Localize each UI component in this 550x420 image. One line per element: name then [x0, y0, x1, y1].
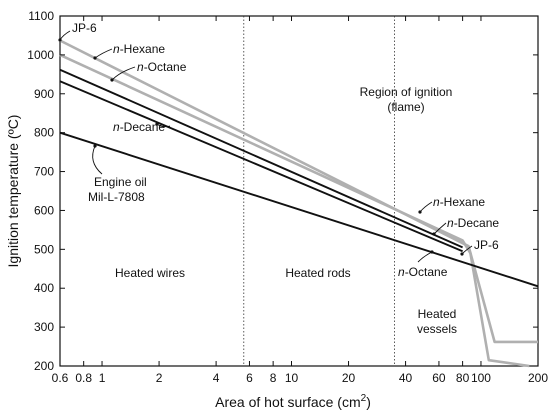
leader-jp6-head [58, 38, 62, 42]
x-tick-label: 0.6 [52, 371, 69, 385]
x-tick-label: 1 [99, 371, 106, 385]
leader-hexane-right-head [418, 210, 422, 214]
region-heated-rods: Heated rods [285, 266, 350, 280]
y-tick-label: 1100 [28, 9, 54, 23]
leader-octane-right [417, 251, 433, 263]
x-axis-title: Area of hot surface (cm2) [215, 393, 371, 410]
x-tick-label: 100 [471, 371, 491, 385]
label-hexane-right: n-Hexane [433, 195, 485, 209]
leader-hexane [94, 48, 113, 59]
y-tick-label: 200 [34, 359, 54, 373]
leader-decane-right-head [432, 232, 436, 236]
label-jp6-right: JP-6 [474, 238, 499, 252]
leader-engine-oil-head [93, 144, 97, 148]
series-line-jp-6 [59, 39, 538, 344]
series-line-n-decane [59, 80, 463, 253]
x-tick-label: 20 [342, 371, 356, 385]
leader-octane [111, 66, 136, 81]
label-decane-right: n-Decane [447, 216, 499, 230]
y-tick-label: 1000 [27, 48, 54, 62]
x-tick-label: 80 [456, 371, 470, 385]
leader-octane-right-head [430, 250, 434, 254]
region-heated-vessels-line2: vessels [417, 322, 457, 336]
label-engine-oil-line2: Mil-L-7808 [88, 190, 145, 204]
x-tick-label: 10 [285, 371, 299, 385]
y-tick-label: 600 [34, 203, 54, 217]
leader-hexane-right [419, 201, 433, 213]
leader-octane-head [110, 78, 114, 82]
x-tick-label: 200 [528, 371, 548, 385]
x-tick-label: 60 [432, 371, 446, 385]
label-hexane-left: n-Hexane [113, 42, 165, 56]
x-tick-label: 2 [156, 371, 163, 385]
label-octane-right: n-Octane [398, 265, 448, 279]
x-tick-label: 40 [399, 371, 413, 385]
leader-jp6 [59, 30, 71, 41]
label-jp6-left: JP-6 [72, 21, 97, 35]
y-tick-label: 900 [34, 87, 54, 101]
y-tick-label: 500 [34, 242, 54, 256]
x-tick-label: 0.8 [75, 371, 92, 385]
y-axis-title: Ignition temperature (ºC) [5, 115, 21, 268]
region-ignition-line1: Region of ignition [360, 85, 453, 99]
series-line-engine-oil-mil-l-7808 [59, 131, 539, 288]
leader-decane-head [155, 122, 159, 126]
region-heated-wires: Heated wires [115, 266, 185, 280]
leader-jp6-right-head [460, 252, 464, 256]
y-tick-label: 400 [34, 281, 54, 295]
region-heated-vessels-line1: Heated [418, 307, 457, 321]
x-tick-label: 6 [246, 371, 253, 385]
label-engine-oil-line1: Engine oil [94, 175, 147, 189]
plot-frame [59, 15, 539, 367]
x-tick-label: 8 [270, 371, 277, 385]
y-tick-label: 700 [34, 165, 54, 179]
x-tick-label: 4 [213, 371, 220, 385]
x-axis-title-superscript: 2 [361, 393, 367, 404]
leader-engine-oil [92, 145, 103, 175]
y-tick-label: 300 [34, 320, 54, 334]
leader-hexane-head [93, 56, 97, 60]
label-decane-left: n-Decane [113, 120, 165, 134]
series-line-n-octane [59, 68, 463, 249]
series-line-n-hexane [59, 53, 530, 368]
region-ignition-line2: (flame) [387, 100, 424, 114]
label-octane-left: n-Octane [137, 60, 187, 74]
y-tick-label: 800 [34, 126, 54, 140]
